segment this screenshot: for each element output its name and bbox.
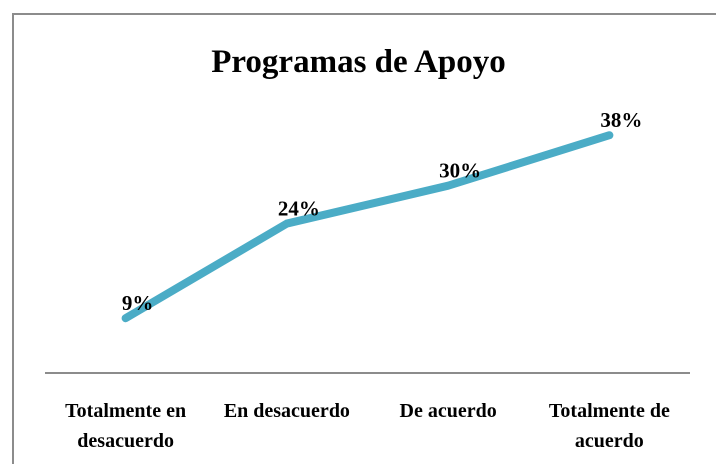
- x-tick-label: Totalmente en desacuerdo: [65, 400, 187, 452]
- x-tick-label: De acuerdo: [399, 400, 497, 422]
- chart-title: Programas de Apoyo: [211, 44, 506, 80]
- data-label: 38%: [600, 108, 642, 132]
- data-label: 9%: [122, 291, 154, 315]
- chart-frame: [12, 13, 716, 464]
- x-tick-label: En desacuerdo: [223, 400, 350, 422]
- x-tick-label: Totalmente de acuerdo: [548, 400, 670, 452]
- data-line: [121, 131, 614, 323]
- data-label: 30%: [439, 159, 481, 183]
- data-label: 24%: [278, 197, 320, 221]
